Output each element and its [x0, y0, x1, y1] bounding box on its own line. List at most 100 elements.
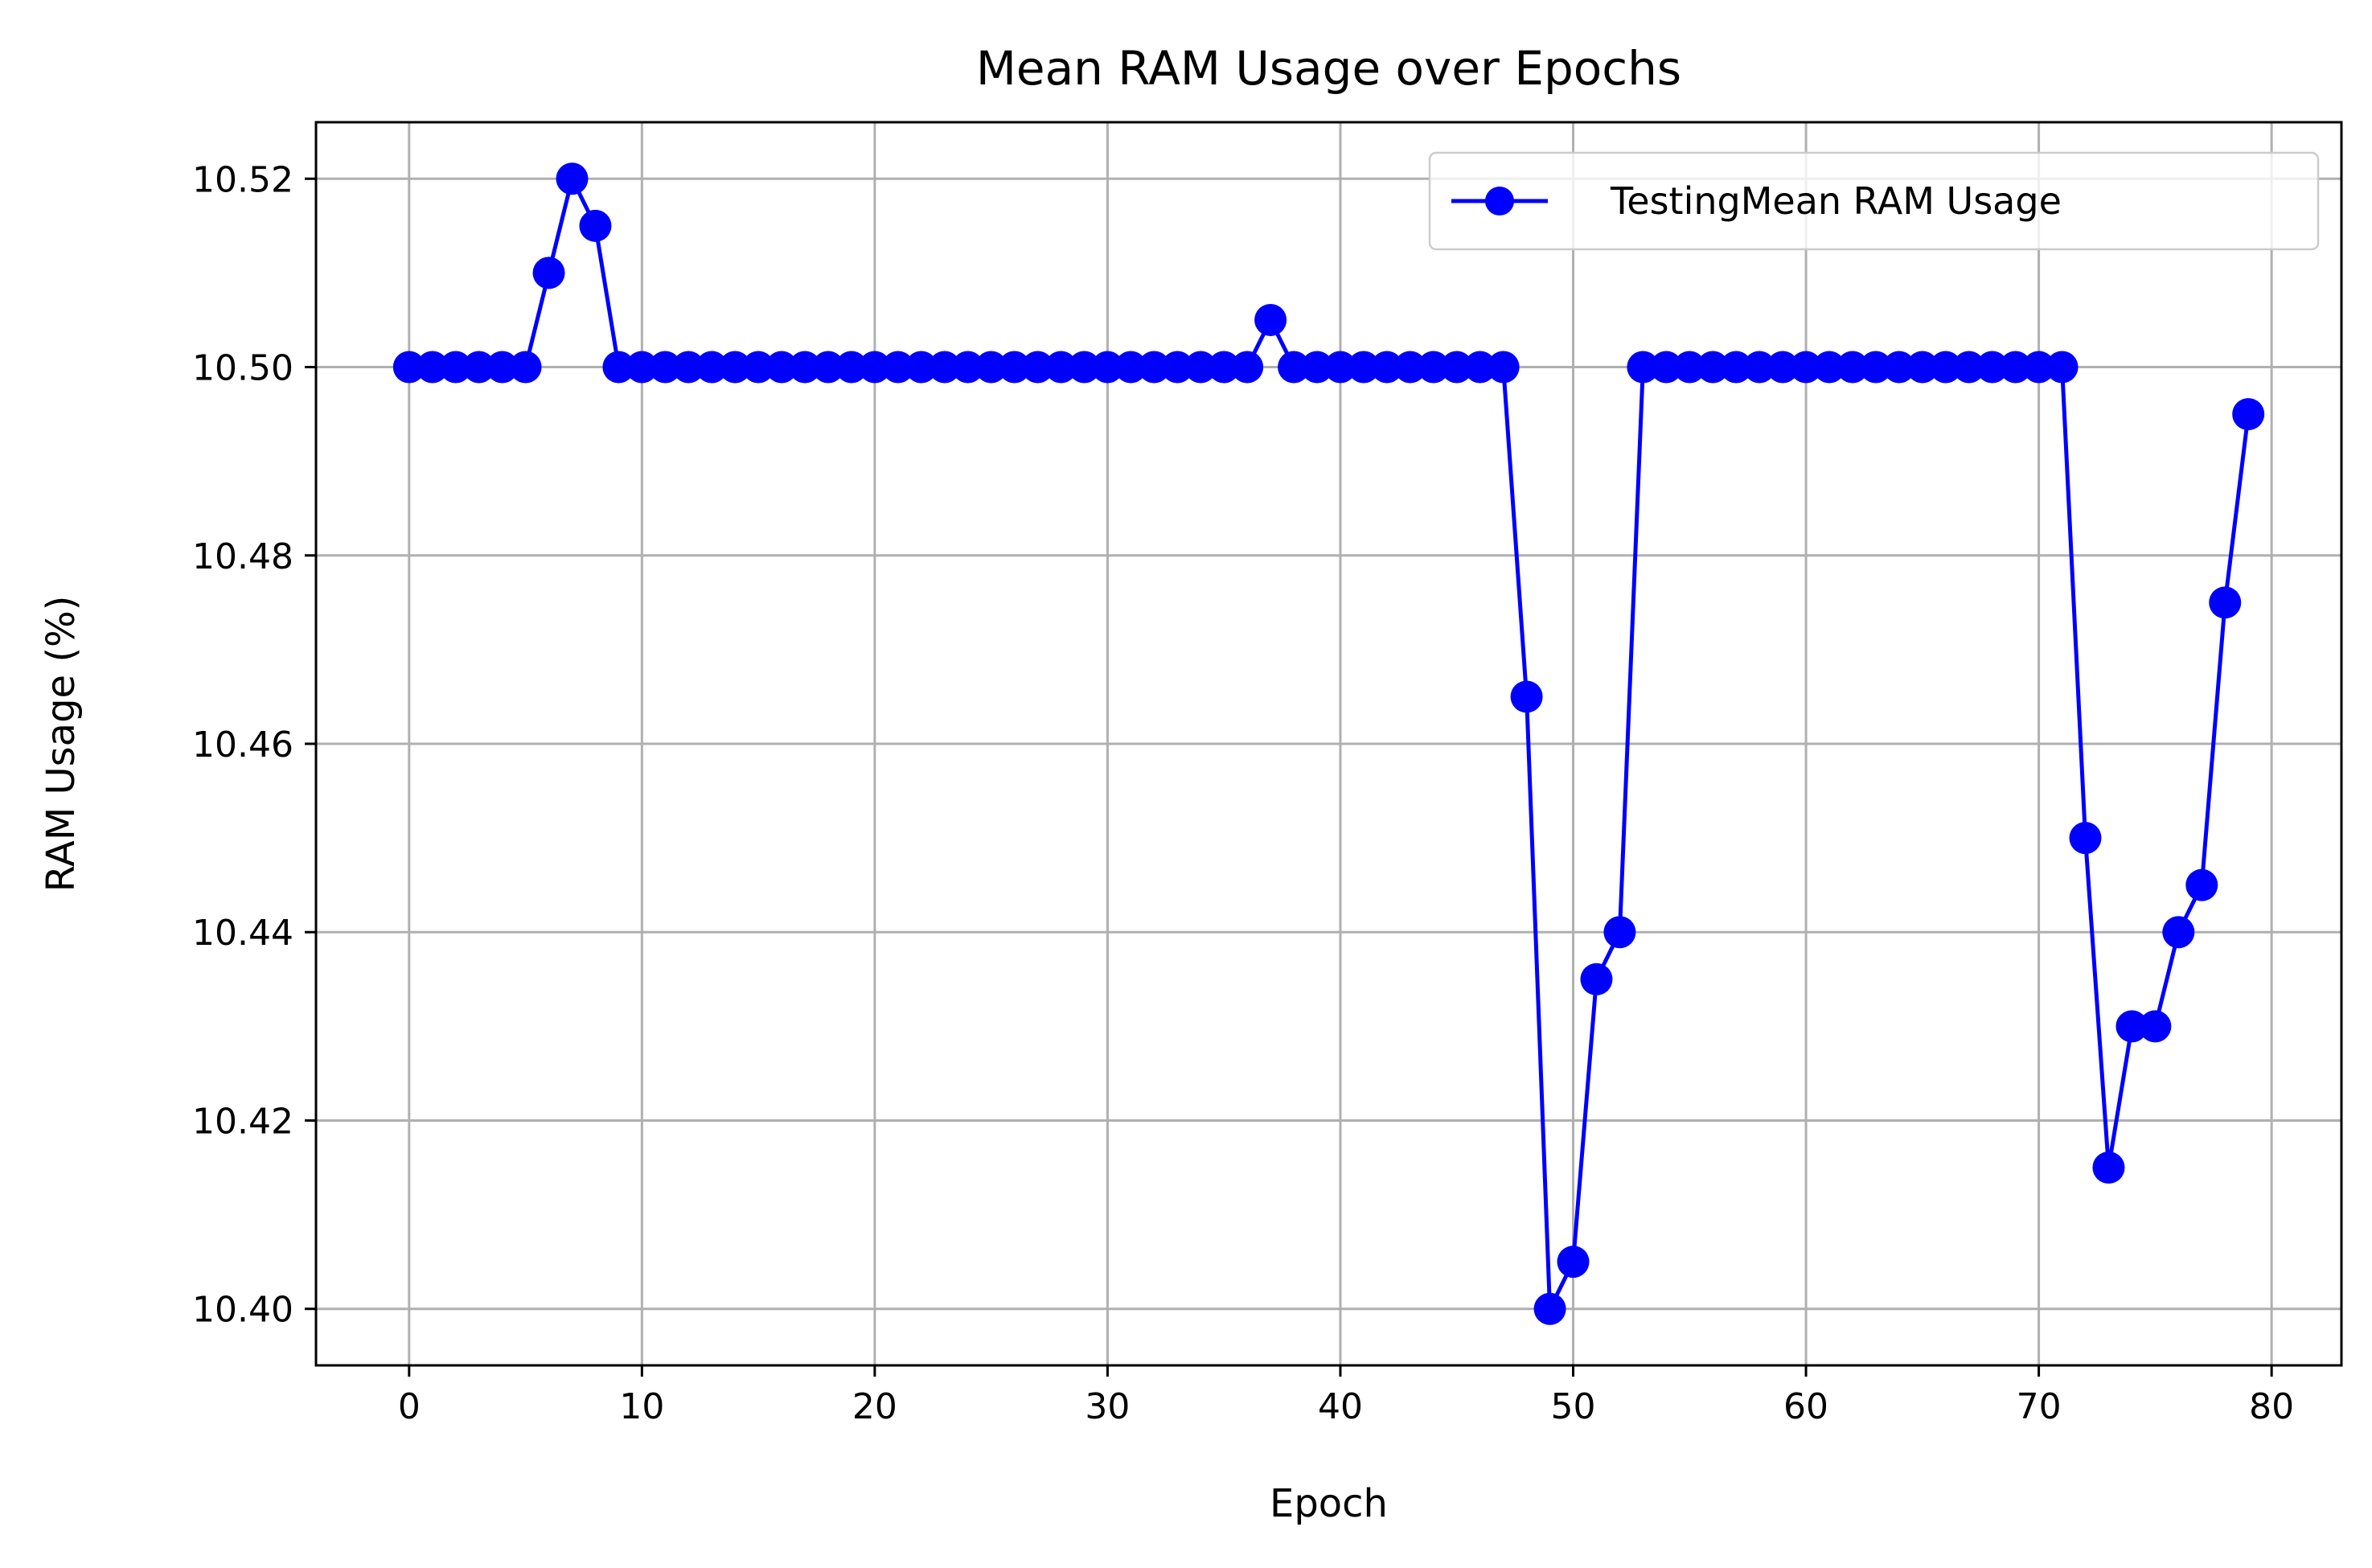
data-point — [1650, 351, 1683, 384]
data-point — [2022, 351, 2055, 384]
y-tick-label: 10.42 — [192, 1101, 293, 1142]
data-point — [2232, 398, 2265, 431]
data-point — [2162, 916, 2195, 949]
data-point — [626, 351, 659, 384]
data-point — [1859, 351, 1892, 384]
data-point — [1184, 351, 1217, 384]
data-point — [998, 351, 1031, 384]
data-point — [1161, 351, 1194, 384]
data-point — [1767, 351, 1800, 384]
x-tick-label: 20 — [852, 1386, 897, 1427]
data-point — [905, 351, 938, 384]
data-point — [2116, 1010, 2148, 1043]
x-tick-label: 80 — [2249, 1386, 2294, 1427]
data-point — [719, 351, 752, 384]
data-point — [2092, 1151, 2125, 1184]
data-point — [1278, 351, 1311, 384]
data-point — [1208, 351, 1241, 384]
data-point — [2046, 351, 2079, 384]
data-point — [858, 351, 891, 384]
data-point — [486, 351, 519, 384]
y-tick-label: 10.50 — [192, 348, 293, 389]
x-tick-label: 70 — [2017, 1386, 2062, 1427]
data-point — [765, 351, 798, 384]
data-point — [1603, 916, 1636, 949]
x-axis-title: Epoch — [1270, 1481, 1388, 1526]
data-point — [2069, 822, 2102, 855]
y-tick-label: 10.40 — [192, 1290, 293, 1331]
x-tick-label: 40 — [1318, 1386, 1363, 1427]
data-point — [1673, 351, 1706, 384]
data-point — [1068, 351, 1101, 384]
data-point — [1882, 351, 1915, 384]
data-point — [1976, 351, 2009, 384]
y-tick-label: 10.46 — [192, 724, 293, 766]
x-tick-label: 60 — [1783, 1386, 1828, 1427]
data-point — [649, 351, 682, 384]
data-point — [556, 162, 589, 195]
data-point — [2209, 586, 2242, 619]
x-tick-label: 30 — [1085, 1386, 1130, 1427]
data-point — [602, 351, 635, 384]
data-point — [1091, 351, 1124, 384]
data-point — [1557, 1246, 1590, 1279]
axis-ticks: 0 10 20 30 40 50 60 70 80 10.40 10.42 10.44 10.46 10.… — [192, 159, 2294, 1427]
data-point — [1999, 351, 2032, 384]
data-point — [789, 351, 822, 384]
x-tick-label: 50 — [1551, 1386, 1596, 1427]
series-layer — [392, 162, 2265, 1325]
data-point — [1836, 351, 1869, 384]
data-point — [835, 351, 868, 384]
data-point — [1697, 351, 1730, 384]
data-point — [1231, 351, 1264, 384]
data-point — [1044, 351, 1077, 384]
data-point — [1393, 351, 1426, 384]
data-point — [881, 351, 914, 384]
data-point — [1790, 351, 1823, 384]
data-point — [1417, 351, 1450, 384]
data-point — [1370, 351, 1403, 384]
data-point — [1743, 351, 1776, 384]
data-point — [1301, 351, 1334, 384]
x-tick-label: 0 — [398, 1386, 421, 1427]
data-point — [1929, 351, 1962, 384]
data-point — [696, 351, 728, 384]
data-point — [509, 351, 542, 384]
data-point — [1114, 351, 1147, 384]
legend-marker-swatch — [1485, 187, 1514, 215]
data-point — [672, 351, 705, 384]
data-point — [532, 257, 565, 289]
y-axis-title: RAM Usage (%) — [39, 596, 84, 893]
data-point — [462, 351, 495, 384]
data-point — [1254, 303, 1287, 336]
data-point — [1533, 1292, 1566, 1325]
data-point — [579, 209, 612, 242]
data-point — [742, 351, 775, 384]
data-point — [392, 351, 425, 384]
data-point — [811, 351, 844, 384]
data-point — [951, 351, 984, 384]
data-point — [1627, 351, 1660, 384]
data-point — [2185, 868, 2218, 901]
data-point — [416, 351, 449, 384]
legend: TestingMean RAM Usage — [1428, 151, 2320, 251]
data-point — [439, 351, 472, 384]
data-point — [1347, 351, 1380, 384]
data-point — [1813, 351, 1846, 384]
data-point — [1906, 351, 1939, 384]
y-tick-label: 10.44 — [192, 913, 293, 954]
x-tick-label: 10 — [619, 1386, 664, 1427]
data-point — [1021, 351, 1054, 384]
data-point — [2139, 1010, 2172, 1043]
chart-title: Mean RAM Usage over Epochs — [976, 41, 1681, 96]
data-point — [1510, 680, 1543, 713]
legend-label: TestingMean RAM Usage — [1610, 179, 2062, 223]
data-point — [928, 351, 961, 384]
data-point — [1487, 351, 1520, 384]
legend-box — [1428, 151, 2320, 251]
data-point — [1323, 351, 1356, 384]
data-point — [1463, 351, 1496, 384]
y-tick-label: 10.52 — [192, 159, 293, 200]
